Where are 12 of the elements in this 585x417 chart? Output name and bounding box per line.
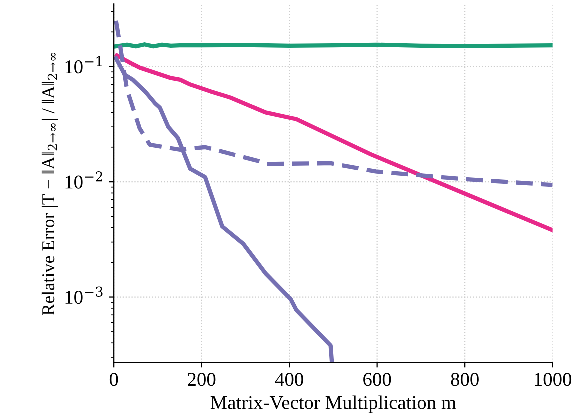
y-axis-title: Relative Error |T − ‖A‖$_{2→∞}$| / ‖A‖$_{2→∞}$ [42,53,58,316]
x-tick-label: 400 [275,373,304,386]
x-tick-label: 200 [188,373,216,386]
x-axis-title: Matrix-Vector Multiplication m [210,396,456,414]
x-tick-label: 800 [451,373,479,386]
line-series [115,54,553,233]
y-tick-label: 10$^{−3}$ [66,286,103,304]
x-tick-label: 0 [110,373,118,386]
y-tick-label: 10$^{−2}$ [66,172,102,189]
y-tick-label: 10$^{−1}$ [66,56,102,74]
x-tick-label: 600 [364,373,392,386]
x-tick-label: 1000 [535,373,572,386]
